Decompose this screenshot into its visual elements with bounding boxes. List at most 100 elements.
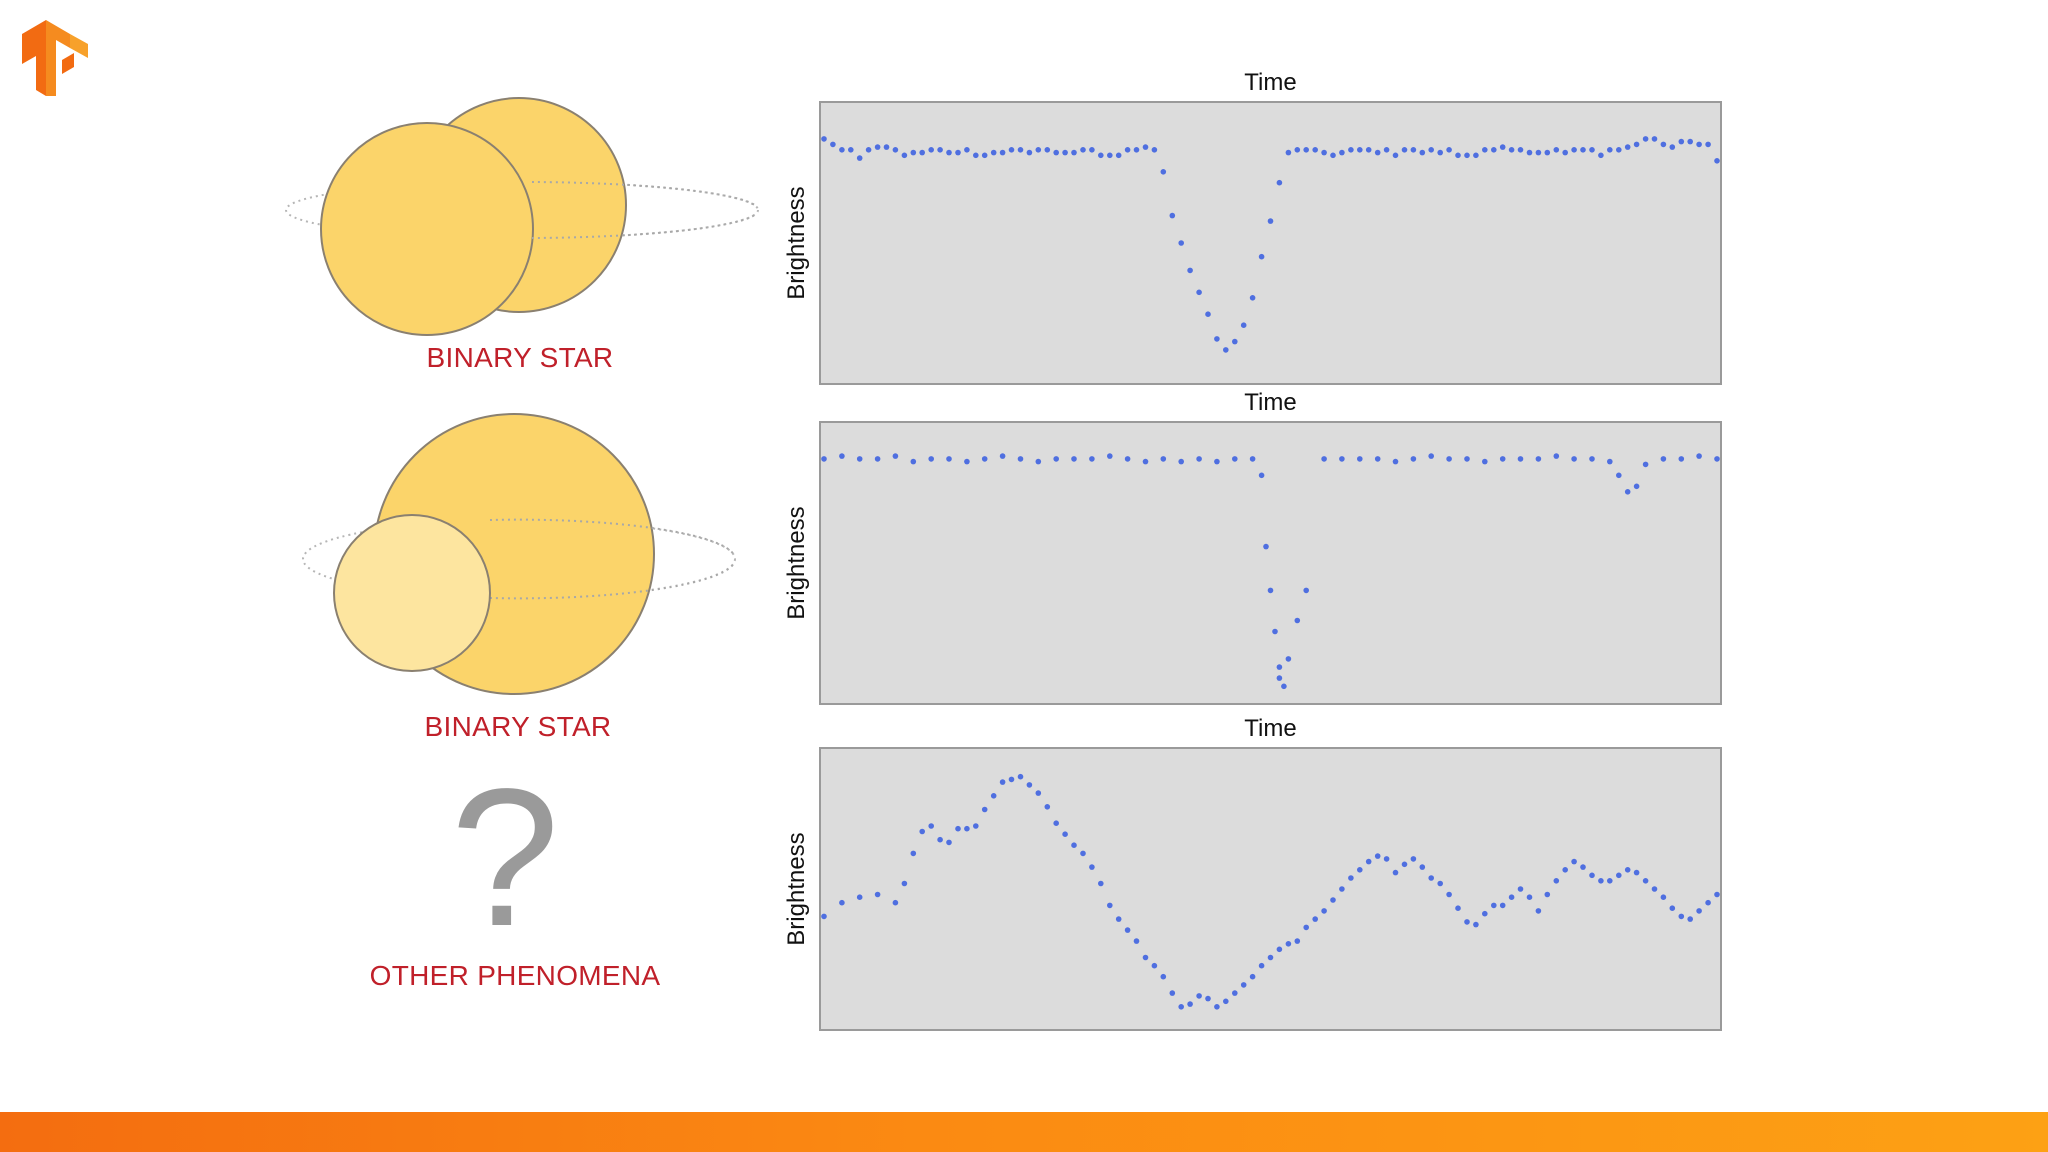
data-point bbox=[1062, 149, 1068, 156]
data-point bbox=[919, 828, 925, 835]
data-point bbox=[1714, 158, 1720, 164]
data-point bbox=[1071, 842, 1077, 848]
data-point bbox=[1169, 990, 1176, 996]
data-point bbox=[1437, 149, 1443, 156]
data-point bbox=[1392, 152, 1399, 159]
data-point bbox=[1607, 458, 1613, 465]
data-point bbox=[1401, 147, 1408, 153]
data-point bbox=[1285, 149, 1292, 156]
data-point bbox=[1642, 136, 1649, 142]
data-point bbox=[1196, 993, 1202, 999]
data-point bbox=[1196, 289, 1202, 296]
data-point bbox=[856, 894, 863, 900]
chart-2: Time Brightness bbox=[783, 389, 1722, 705]
data-point bbox=[892, 147, 899, 153]
data-point bbox=[1571, 147, 1577, 153]
data-point bbox=[981, 806, 988, 813]
data-point bbox=[1285, 941, 1292, 947]
data-point bbox=[981, 152, 988, 159]
data-point bbox=[1446, 891, 1452, 898]
data-point bbox=[1348, 875, 1354, 881]
data-point bbox=[1580, 864, 1586, 870]
data-point bbox=[1624, 867, 1631, 873]
data-point bbox=[1714, 891, 1720, 898]
data-point bbox=[1464, 919, 1470, 925]
data-point bbox=[1428, 453, 1434, 459]
data-point bbox=[1321, 908, 1327, 914]
light-curve-charts: Time Brightness Time Brightness Time Brightne… bbox=[783, 69, 1722, 1031]
data-point bbox=[928, 147, 934, 153]
panel-label-other-phenomena: OTHER PHENOMENA bbox=[369, 960, 661, 991]
data-point bbox=[1383, 147, 1390, 153]
data-point bbox=[928, 456, 934, 462]
data-point bbox=[1374, 456, 1381, 462]
data-point bbox=[1080, 850, 1086, 857]
data-point bbox=[1633, 869, 1640, 876]
data-point bbox=[1267, 587, 1274, 594]
data-point bbox=[1339, 456, 1345, 462]
data-point bbox=[1133, 147, 1140, 153]
data-point bbox=[1107, 902, 1113, 909]
data-point bbox=[1160, 169, 1167, 175]
data-point bbox=[1446, 456, 1452, 462]
data-point bbox=[1098, 152, 1104, 159]
data-point bbox=[1115, 152, 1122, 159]
data-point bbox=[1651, 886, 1658, 892]
data-point bbox=[1616, 472, 1622, 479]
data-point bbox=[1258, 253, 1265, 260]
data-point bbox=[1392, 869, 1399, 876]
data-point bbox=[1053, 820, 1059, 826]
data-point bbox=[901, 880, 908, 887]
data-point bbox=[937, 836, 943, 843]
data-point bbox=[874, 456, 881, 462]
data-point bbox=[1589, 147, 1595, 153]
plot-area bbox=[819, 421, 1722, 705]
data-point bbox=[1080, 147, 1086, 153]
data-point bbox=[1151, 147, 1158, 153]
data-point bbox=[1535, 149, 1542, 156]
x-axis-label: Time bbox=[1244, 69, 1296, 96]
data-point bbox=[1062, 831, 1068, 837]
footer-gradient-bar bbox=[0, 1112, 2048, 1152]
data-point bbox=[1517, 886, 1524, 892]
data-point bbox=[999, 779, 1006, 785]
data-point bbox=[874, 891, 881, 898]
data-point bbox=[1357, 456, 1363, 462]
data-point bbox=[1214, 336, 1220, 342]
data-point bbox=[955, 825, 961, 832]
data-point bbox=[1071, 456, 1077, 462]
data-point bbox=[865, 147, 872, 153]
panel-label-binary-star-2: BINARY STAR bbox=[424, 711, 612, 742]
data-point bbox=[1365, 147, 1372, 153]
data-point bbox=[981, 456, 988, 462]
data-point bbox=[1491, 902, 1497, 909]
data-point bbox=[1616, 872, 1622, 879]
data-point bbox=[1499, 456, 1506, 462]
data-point bbox=[1437, 880, 1443, 887]
data-point bbox=[1499, 144, 1506, 150]
x-axis-label: Time bbox=[1244, 389, 1296, 416]
data-point bbox=[1589, 872, 1595, 879]
data-point bbox=[946, 456, 952, 462]
data-point bbox=[1651, 136, 1658, 142]
data-point bbox=[1517, 147, 1524, 153]
data-point bbox=[874, 144, 881, 150]
data-point bbox=[856, 456, 863, 462]
data-point bbox=[1178, 458, 1184, 465]
data-point bbox=[839, 147, 845, 153]
data-point bbox=[839, 453, 845, 459]
data-point bbox=[928, 823, 934, 829]
data-point bbox=[1464, 456, 1470, 462]
data-point bbox=[892, 453, 899, 459]
data-point bbox=[1017, 773, 1024, 780]
data-point bbox=[892, 899, 899, 906]
data-point bbox=[1187, 1001, 1193, 1007]
data-point bbox=[1276, 664, 1283, 670]
data-point bbox=[1044, 147, 1051, 153]
data-point bbox=[1633, 141, 1640, 148]
data-point bbox=[1571, 858, 1577, 865]
data-point bbox=[1401, 861, 1408, 868]
data-point bbox=[1392, 458, 1399, 465]
data-point bbox=[1482, 910, 1488, 917]
data-point bbox=[1419, 149, 1426, 156]
